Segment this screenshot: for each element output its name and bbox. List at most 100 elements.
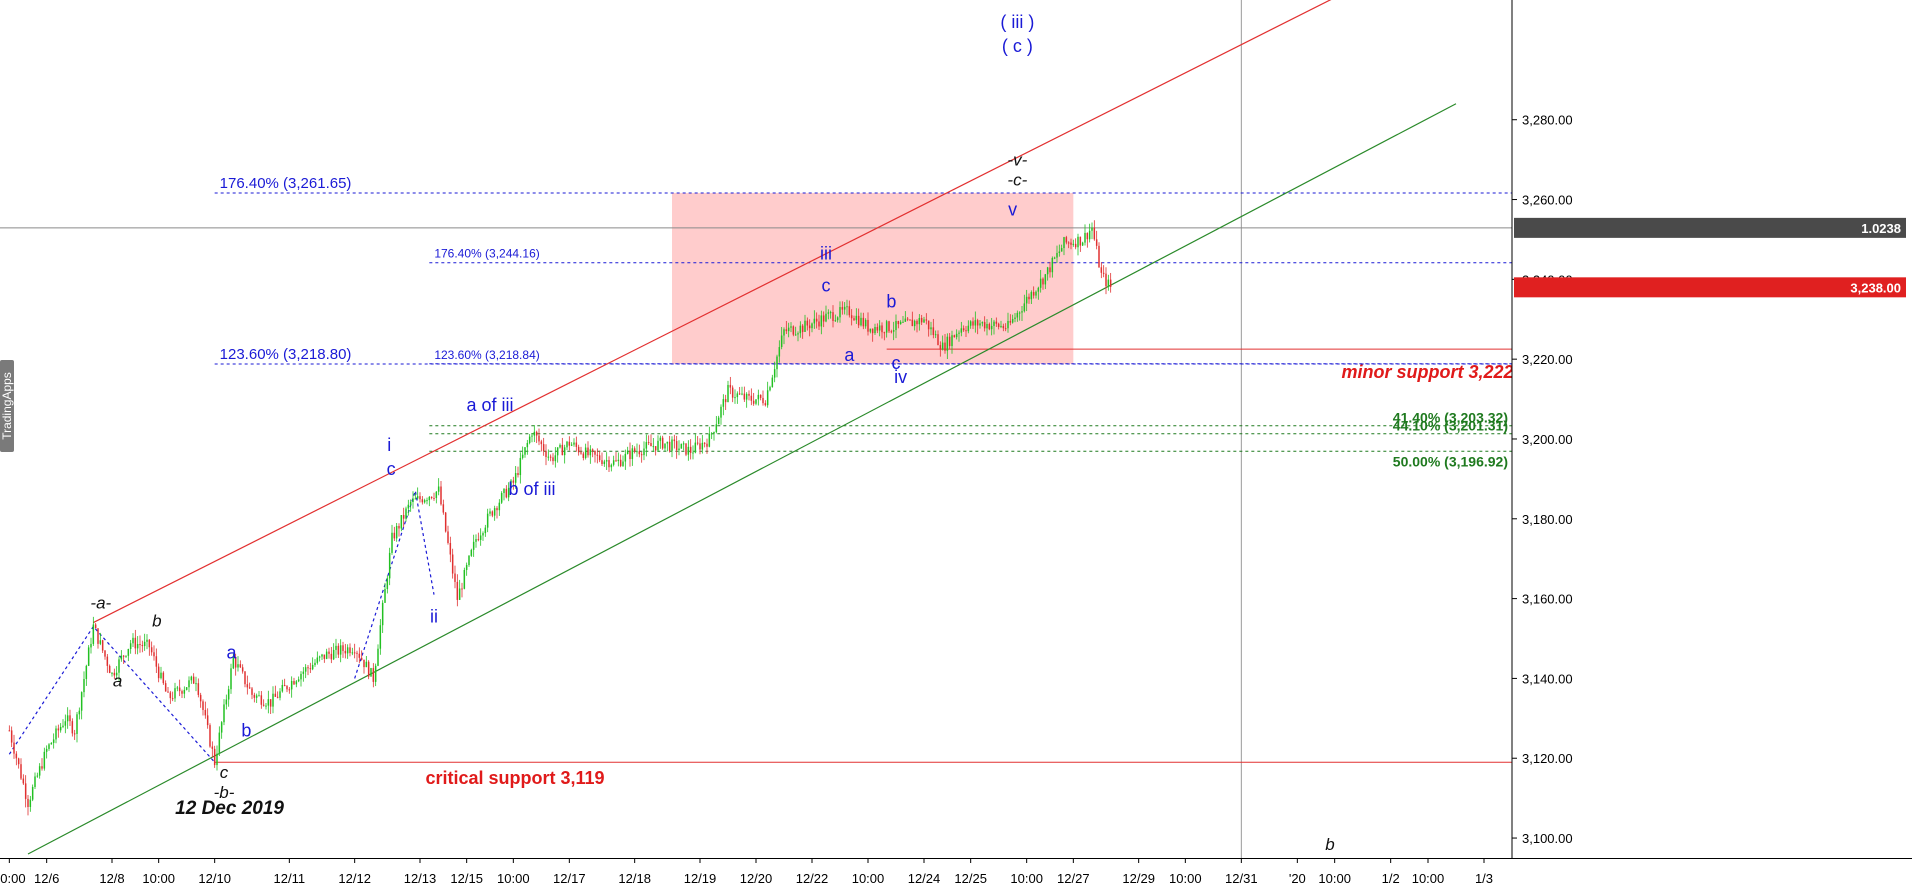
candle-body — [66, 715, 69, 722]
candle-body — [596, 454, 599, 456]
candle-body — [682, 443, 685, 445]
candle-body — [932, 327, 935, 336]
candle-body — [911, 319, 914, 327]
candle-body — [969, 321, 972, 326]
candle-body — [1009, 320, 1012, 323]
candle-body — [239, 664, 242, 668]
candle-body — [199, 694, 202, 702]
candle-body — [517, 473, 519, 476]
candle-body — [939, 345, 942, 350]
candle-body — [290, 680, 293, 690]
candle-body — [409, 502, 412, 505]
candle-body — [554, 455, 557, 462]
candle-body — [913, 320, 916, 327]
price-axis[interactable]: 3,100.00 3,120.00 3,140.00 3,160.00 3,180.00… — [1511, 0, 1912, 888]
time-tick-label: 12/31 — [1225, 871, 1258, 886]
candle-body — [848, 306, 851, 316]
wave-label: -c- — [1007, 171, 1027, 190]
candle-body — [815, 318, 818, 322]
candle-body — [1025, 296, 1028, 304]
candle-body — [549, 456, 552, 458]
candle-body — [591, 449, 594, 451]
candle-body — [85, 665, 88, 679]
candle-body — [62, 725, 64, 727]
candle-body — [689, 446, 692, 453]
candle-body — [1032, 292, 1035, 296]
candle-body — [601, 460, 603, 465]
candle-body — [381, 602, 384, 626]
candle-body — [358, 653, 361, 658]
last-price-badge — [1514, 277, 1906, 298]
time-axis[interactable]: 10:00 12/6 12/8 10:00 12/10 12/11 12/12 12/13 12… — [0, 858, 1912, 888]
candle-body — [482, 533, 484, 536]
candle-body — [983, 322, 986, 329]
candle-body — [167, 691, 169, 693]
candle-body — [230, 668, 232, 690]
candle-body — [757, 394, 760, 400]
time-tick-label: '20 — [1289, 871, 1306, 886]
wave-label: a — [113, 671, 122, 690]
candle-body — [685, 443, 687, 455]
candle-body — [750, 395, 753, 401]
candle-body — [962, 328, 965, 331]
candle-body — [195, 683, 197, 685]
candle-body — [38, 766, 41, 776]
candle-body — [1056, 252, 1058, 258]
time-tick-label: 12/19 — [684, 871, 717, 886]
wave-label: c — [822, 275, 831, 295]
last-price-badge-label: 3,238.00 — [1850, 280, 1901, 295]
candle-body — [608, 460, 610, 468]
candle-body — [10, 730, 13, 743]
candle-body — [472, 541, 475, 550]
candle-body — [454, 573, 456, 582]
candle-body — [251, 688, 253, 695]
candle-body — [934, 334, 937, 336]
candle-body — [594, 450, 596, 455]
candle-body — [1007, 320, 1009, 329]
candle-body — [937, 334, 939, 346]
candle-body — [71, 721, 74, 734]
candle-body — [568, 441, 571, 446]
candle-body — [1053, 257, 1056, 259]
candle-body — [776, 356, 778, 370]
wave-label: a of iii — [466, 395, 513, 415]
candle-body — [353, 652, 356, 654]
candle-body — [806, 320, 809, 326]
candle-body — [563, 447, 566, 456]
candle-body — [300, 673, 302, 680]
price-tick-label: 3,220.00 — [1522, 352, 1573, 367]
wave-label: -a- — [90, 594, 111, 613]
candle-body — [552, 457, 554, 462]
candle-body — [925, 319, 928, 321]
candle-body — [624, 453, 627, 462]
candle-body — [1100, 267, 1103, 273]
candle-body — [22, 778, 25, 784]
candle-body — [862, 317, 865, 327]
candle-body — [213, 748, 216, 766]
candle-body — [657, 440, 659, 451]
candle-body — [582, 453, 585, 458]
candle-body — [883, 332, 886, 334]
candle-body — [1042, 278, 1044, 285]
candle-body — [143, 641, 146, 647]
candle-body — [337, 645, 340, 655]
candle-body — [729, 384, 732, 388]
candle-body — [764, 403, 767, 406]
candle-body — [811, 323, 813, 329]
candle-body — [97, 628, 99, 644]
candle-body — [713, 432, 715, 434]
candle-body — [808, 325, 811, 329]
candle-body — [941, 342, 944, 350]
candle-body — [990, 325, 993, 330]
candle-body — [514, 473, 517, 483]
candle-body — [645, 442, 648, 449]
candle-body — [78, 710, 81, 715]
candle-body — [169, 692, 172, 699]
candle-body — [141, 645, 144, 647]
candle-body — [365, 661, 368, 668]
fib-label: 123.60% (3,218.80) — [220, 346, 352, 363]
candle-body — [171, 698, 174, 700]
candle-body — [374, 665, 377, 682]
candle-body — [1084, 232, 1086, 243]
